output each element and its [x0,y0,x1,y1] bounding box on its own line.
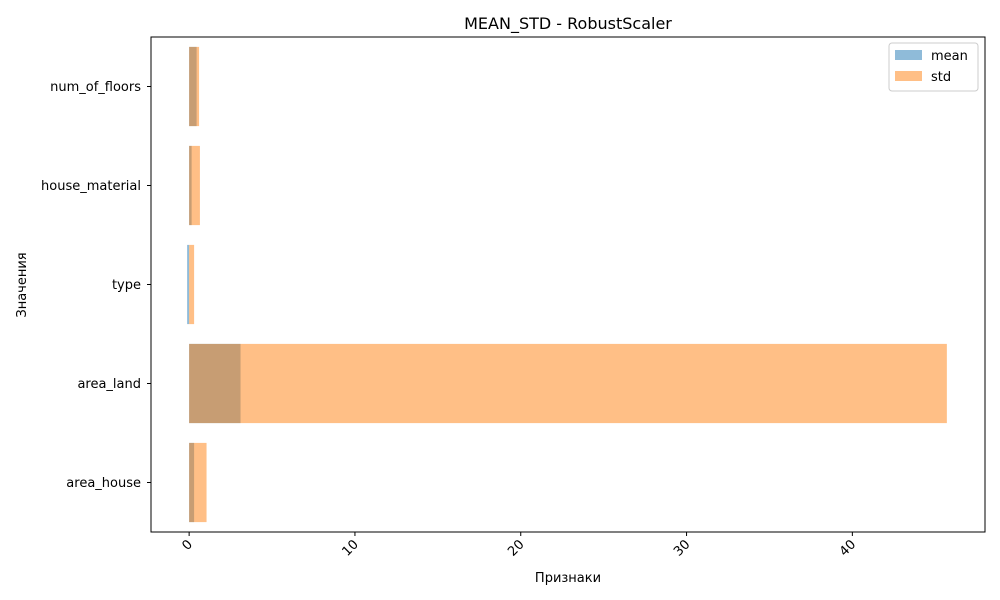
x-tick-label: 30 [671,537,693,559]
legend-swatch-mean [895,50,922,60]
x-axis-label: Признаки [535,571,601,586]
x-tick-label: 40 [837,537,859,559]
plot-area: area_house area_land type house_material num… [41,36,986,560]
legend-label-mean: mean [931,49,968,64]
chart-title: MEAN_STD - RobustScaler [464,14,672,34]
x-tick-label: 10 [339,537,361,559]
legend-label-std: std [931,70,951,85]
bar-std-area-house [189,442,207,523]
bar-std-house-material [189,145,200,226]
y-tick-label: area_house [66,476,141,491]
y-tick-label: num_of_floors [50,80,141,95]
bar-mean-type [187,244,190,325]
y-tick-label: type [112,278,141,293]
x-tick-label: 0 [180,537,196,553]
legend: mean std [888,42,979,92]
axes-frame [150,36,986,533]
bar-std-type [189,244,195,325]
bar-std-num-of-floors [189,46,200,127]
y-axis-label: Значения [15,252,30,317]
y-tick-label: area_land [77,377,141,392]
y-tick-label: house_material [41,179,141,194]
x-tick-label: 20 [505,537,527,559]
bar-std-area-land [189,343,947,424]
legend-swatch-std [895,71,922,81]
